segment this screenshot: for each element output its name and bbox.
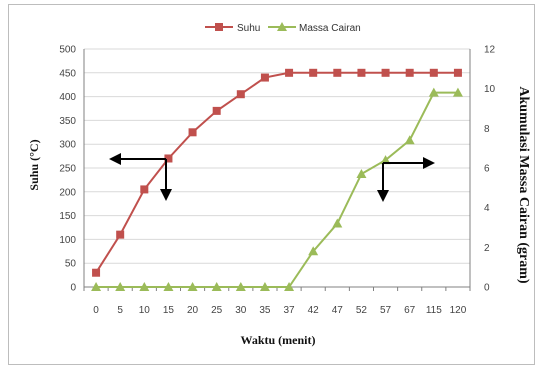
left-tick-label: 100 xyxy=(59,235,76,246)
x-tick-label: 10 xyxy=(139,305,151,316)
left-tick-label: 500 xyxy=(59,45,76,56)
series-layer xyxy=(91,69,463,291)
left-tick-label: 350 xyxy=(59,116,76,127)
x-tick-label: 37 xyxy=(284,305,296,316)
right-tick-label: 10 xyxy=(484,84,496,95)
data-point xyxy=(140,185,148,193)
left-tick-label: 150 xyxy=(59,211,76,222)
right-tick-label: 2 xyxy=(484,243,490,254)
legend: Suhu Massa Cairan xyxy=(205,22,361,34)
left-tick-label: 250 xyxy=(59,164,76,175)
data-point xyxy=(309,69,317,77)
annotation-arrow-right xyxy=(377,157,435,202)
right-tick-label: 0 xyxy=(484,283,490,294)
axes xyxy=(84,49,470,291)
data-point xyxy=(357,69,365,77)
x-tick-label: 35 xyxy=(259,305,271,316)
x-tick-label: 30 xyxy=(235,305,247,316)
x-tick-label: 5 xyxy=(117,305,123,316)
x-tick-label: 67 xyxy=(404,305,416,316)
gridlines xyxy=(84,49,470,287)
left-tick-label: 300 xyxy=(59,140,76,151)
left-tick-label: 0 xyxy=(70,283,76,294)
data-point xyxy=(454,69,462,77)
x-tick-label: 57 xyxy=(380,305,392,316)
x-tick-label: 47 xyxy=(332,305,344,316)
legend-suhu-label: Suhu xyxy=(237,23,260,34)
left-tick-label: 400 xyxy=(59,92,76,103)
data-point xyxy=(213,107,221,115)
x-axis-ticks: 0 5 10 15 20 25 30 35 37 42 47 52 57 67 115 120 xyxy=(93,305,466,316)
data-point xyxy=(333,69,341,77)
x-tick-label: 20 xyxy=(187,305,199,316)
data-point xyxy=(430,69,438,77)
series-line xyxy=(96,93,458,287)
data-point xyxy=(406,69,414,77)
data-point xyxy=(285,69,293,77)
data-point xyxy=(382,69,390,77)
data-point xyxy=(261,74,269,82)
data-point xyxy=(405,135,415,144)
right-axis-title: Akumulasi Massa Cairan (gram) xyxy=(516,86,531,284)
series-suhu xyxy=(92,69,462,277)
left-tick-label: 450 xyxy=(59,68,76,79)
x-tick-label: 15 xyxy=(163,305,175,316)
right-tick-label: 4 xyxy=(484,203,490,214)
x-tick-label: 120 xyxy=(450,305,467,316)
x-tick-label: 25 xyxy=(211,305,223,316)
x-axis-title: Waktu (menit) xyxy=(241,333,316,347)
x-tick-label: 115 xyxy=(426,305,442,316)
data-point xyxy=(189,128,197,136)
right-tick-label: 12 xyxy=(484,45,496,56)
left-tick-label: 200 xyxy=(59,187,76,198)
x-tick-label: 0 xyxy=(93,305,99,316)
data-point xyxy=(237,90,245,98)
series-line xyxy=(96,73,458,273)
right-tick-label: 6 xyxy=(484,164,490,175)
right-tick-label: 8 xyxy=(484,124,490,135)
x-tick-label: 52 xyxy=(356,305,368,316)
legend-massa-label: Massa Cairan xyxy=(299,23,361,34)
left-tick-label: 50 xyxy=(65,259,77,270)
data-point xyxy=(92,269,100,277)
data-point xyxy=(356,169,366,178)
right-axis-ticks: 0 2 4 6 8 10 12 xyxy=(484,45,496,294)
data-point xyxy=(332,219,342,228)
legend-suhu-marker xyxy=(215,23,223,31)
x-tick-label: 42 xyxy=(308,305,320,316)
data-point xyxy=(116,231,124,239)
annotation-arrow-left xyxy=(109,153,172,201)
left-axis-title: Suhu (°C) xyxy=(27,139,41,190)
left-axis-ticks: 0 50 100 150 200 250 300 350 400 450 500 xyxy=(59,45,76,294)
